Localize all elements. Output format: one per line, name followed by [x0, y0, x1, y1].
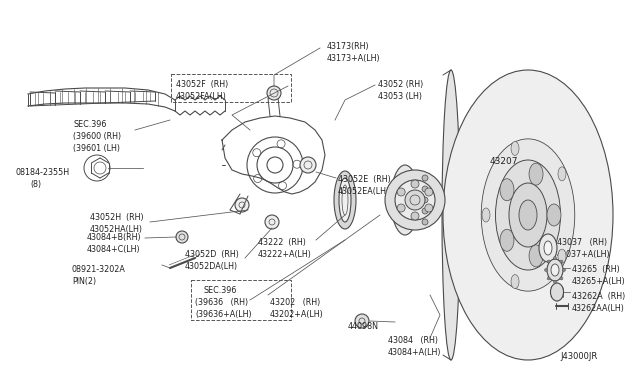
- Circle shape: [267, 86, 281, 100]
- Text: (39636   (RH): (39636 (RH): [195, 298, 248, 307]
- Text: 43084+C(LH): 43084+C(LH): [87, 245, 141, 254]
- Circle shape: [397, 204, 405, 212]
- Circle shape: [560, 277, 563, 280]
- Text: 43202+A(LH): 43202+A(LH): [270, 310, 324, 319]
- Text: 43052FA(LH): 43052FA(LH): [176, 92, 227, 101]
- Ellipse shape: [519, 200, 537, 230]
- Circle shape: [554, 257, 557, 260]
- Text: (39636+A(LH): (39636+A(LH): [195, 310, 252, 319]
- Text: 43052F  (RH): 43052F (RH): [176, 80, 228, 89]
- Circle shape: [560, 260, 563, 263]
- Text: (8): (8): [30, 180, 41, 189]
- Text: 43084   (RH): 43084 (RH): [388, 336, 438, 345]
- Circle shape: [265, 215, 279, 229]
- Text: 43052 (RH): 43052 (RH): [378, 80, 423, 89]
- Text: 43037+A(LH): 43037+A(LH): [557, 250, 611, 259]
- Text: 43084+A(LH): 43084+A(LH): [388, 348, 442, 357]
- Text: 43052EA(LH): 43052EA(LH): [338, 187, 390, 196]
- Text: 43173+A(LH): 43173+A(LH): [327, 54, 381, 63]
- Text: 08921-3202A: 08921-3202A: [72, 265, 126, 274]
- Text: 43207: 43207: [490, 157, 518, 166]
- Bar: [171, 74, 291, 102]
- Ellipse shape: [551, 264, 559, 276]
- Text: 43052H  (RH): 43052H (RH): [90, 213, 143, 222]
- Ellipse shape: [547, 204, 561, 226]
- Text: (39600 (RH): (39600 (RH): [73, 132, 121, 141]
- Bar: [191, 280, 291, 320]
- Text: 43052E  (RH): 43052E (RH): [338, 175, 391, 184]
- Circle shape: [300, 157, 316, 173]
- Circle shape: [422, 208, 428, 214]
- Circle shape: [405, 190, 425, 210]
- Text: 43037   (RH): 43037 (RH): [557, 238, 607, 247]
- Ellipse shape: [391, 165, 419, 235]
- Ellipse shape: [511, 141, 519, 155]
- Circle shape: [425, 188, 433, 196]
- Ellipse shape: [539, 234, 557, 262]
- Ellipse shape: [544, 241, 552, 255]
- Circle shape: [545, 269, 547, 272]
- Circle shape: [547, 260, 550, 263]
- Circle shape: [411, 212, 419, 220]
- Circle shape: [422, 197, 428, 203]
- Ellipse shape: [339, 178, 351, 222]
- Text: J43000JR: J43000JR: [560, 352, 597, 361]
- Circle shape: [422, 175, 428, 181]
- Text: 44098N: 44098N: [348, 322, 379, 331]
- Text: 43053 (LH): 43053 (LH): [378, 92, 422, 101]
- Text: 43202   (RH): 43202 (RH): [270, 298, 320, 307]
- Circle shape: [235, 198, 249, 212]
- Circle shape: [397, 188, 405, 196]
- Circle shape: [395, 180, 435, 220]
- Ellipse shape: [550, 283, 563, 301]
- Text: 43052D  (RH): 43052D (RH): [185, 250, 239, 259]
- Ellipse shape: [495, 160, 561, 270]
- Text: PIN(2): PIN(2): [72, 277, 96, 286]
- Ellipse shape: [511, 275, 519, 289]
- Text: 08184-2355H: 08184-2355H: [15, 168, 69, 177]
- Ellipse shape: [558, 167, 566, 181]
- Circle shape: [355, 314, 369, 328]
- Text: (39601 (LH): (39601 (LH): [73, 144, 120, 153]
- Circle shape: [547, 277, 550, 280]
- Circle shape: [411, 180, 419, 188]
- Text: 43222  (RH): 43222 (RH): [258, 238, 306, 247]
- Circle shape: [385, 170, 445, 230]
- Circle shape: [554, 280, 557, 283]
- Text: 43262AA(LH): 43262AA(LH): [572, 304, 625, 313]
- Text: 43265  (RH): 43265 (RH): [572, 265, 620, 274]
- Ellipse shape: [481, 139, 575, 291]
- Text: 43052DA(LH): 43052DA(LH): [185, 262, 238, 271]
- Ellipse shape: [334, 171, 356, 229]
- Text: SEC.396: SEC.396: [204, 286, 237, 295]
- Ellipse shape: [500, 179, 514, 201]
- Text: 43222+A(LH): 43222+A(LH): [258, 250, 312, 259]
- Ellipse shape: [529, 245, 543, 267]
- Ellipse shape: [558, 249, 566, 263]
- Ellipse shape: [509, 183, 547, 247]
- Ellipse shape: [482, 208, 490, 222]
- Ellipse shape: [443, 70, 613, 360]
- Circle shape: [563, 269, 566, 272]
- Text: 43265+A(LH): 43265+A(LH): [572, 277, 626, 286]
- Text: 43052HA(LH): 43052HA(LH): [90, 225, 143, 234]
- Circle shape: [176, 231, 188, 243]
- Circle shape: [422, 186, 428, 192]
- Text: 43173(RH): 43173(RH): [327, 42, 370, 51]
- Ellipse shape: [529, 163, 543, 185]
- Ellipse shape: [500, 229, 514, 251]
- Text: 43084+B(RH): 43084+B(RH): [87, 233, 141, 242]
- Ellipse shape: [442, 70, 460, 360]
- Text: SEC.396: SEC.396: [73, 120, 106, 129]
- Circle shape: [425, 204, 433, 212]
- Circle shape: [422, 219, 428, 225]
- Ellipse shape: [547, 259, 563, 281]
- Ellipse shape: [396, 174, 414, 226]
- Text: 43262A  (RH): 43262A (RH): [572, 292, 625, 301]
